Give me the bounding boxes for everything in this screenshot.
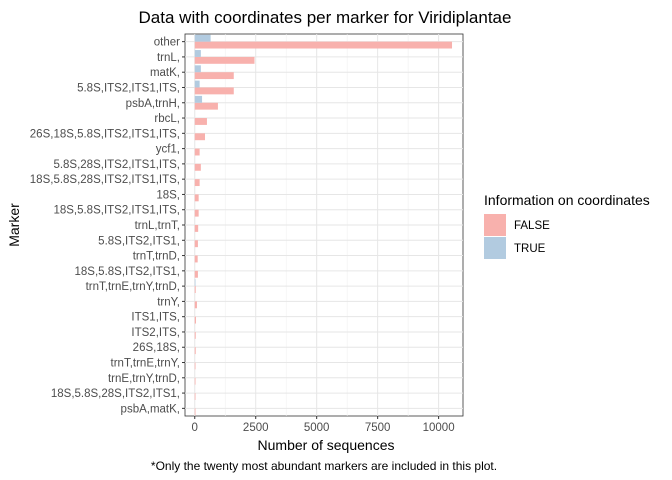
legend-label-false: FALSE [514,220,550,232]
y-tick-label: trnY, [157,296,180,308]
bar-true [194,50,201,57]
y-tick-label: ycf1, [156,144,180,156]
y-tick-label: psbA,matK, [121,403,180,415]
y-tick-label: ITS1,ITS, [131,312,180,324]
y-tick-label: 18S,5.8S,28S,ITS2,ITS1,ITS, [30,174,180,186]
bar-false [194,270,198,278]
bars [194,34,453,416]
x-tick-label: 5000 [304,422,330,434]
bar-false [194,163,201,171]
bar-false [194,347,196,355]
bar-false [194,362,196,370]
bar-true [194,95,203,103]
y-tick-label: 5.8S,ITS2,ITS1,ITS, [77,82,180,94]
chart-caption: *Only the twenty most abundant markers a… [151,459,497,473]
y-tick-label: 5.8S,ITS2,ITS1, [98,235,180,247]
y-tick-label: psbA,trnH, [126,98,180,110]
bar-false [194,102,218,110]
x-tick-label: 2500 [243,422,269,434]
legend-swatch-true [484,237,506,259]
bar-false [194,209,199,217]
x-tick-label: 0 [192,422,198,434]
bar-false [194,179,200,187]
y-tick-label: trnT,trnE,trnY,trnD, [86,281,180,293]
y-tick-label: 26S,18S,5.8S,ITS2,ITS1,ITS, [30,128,180,140]
bar-false [194,41,453,49]
bar-false [194,133,205,141]
legend-label-true: TRUE [514,243,546,255]
y-axis: other trnL, matK, 5.8S,ITS2,ITS1,ITS, psbA,t… [30,37,185,415]
bar-true [194,34,211,42]
x-tick-label: 7500 [365,422,391,434]
y-axis-title: Marker [6,203,22,247]
y-tick-label: ITS2,ITS, [131,327,180,339]
bar-false [194,408,196,416]
bar-false [194,56,255,64]
y-tick-label: 5.8S,28S,ITS2,ITS1,ITS, [53,159,180,171]
y-tick-label: 18S, [156,189,180,201]
bar-false [194,118,207,125]
y-tick-label: trnL,trnT, [135,220,180,232]
bar-true [194,65,201,73]
y-tick-label: 18S,5.8S,ITS2,ITS1,ITS, [53,205,180,217]
bar-false [194,194,199,202]
bar-false [194,72,234,80]
legend-title: Information on coordinates [484,192,650,208]
bar-false [194,316,196,324]
legend: Information on coordinates FALSE TRUE [484,192,650,259]
bar-false [194,331,196,339]
bar-false [194,301,197,309]
chart-title: Data with coordinates per marker for Vir… [139,8,512,27]
bar-false [194,240,198,248]
bar-false [194,393,196,400]
y-tick-label: other [154,37,180,49]
y-tick-label: trnT,trnE,trnY, [111,358,180,370]
y-tick-label: 18S,5.8S,28S,ITS2,ITS1, [51,388,180,400]
bar-true [194,279,196,287]
bar-true [194,80,200,88]
bar-false [194,87,234,95]
y-tick-label: trnT,trnD, [133,251,180,263]
x-axis-title: Number of sequences [258,437,395,453]
y-tick-label: rbcL, [154,113,180,125]
bar-false [194,148,200,156]
bar-false [194,225,199,232]
y-tick-label: trnE,trnY,trnD, [108,373,180,385]
y-tick-label: matK, [150,67,180,79]
bar-false [194,255,198,263]
legend-items: FALSE TRUE [484,214,550,259]
x-tick-label: 10000 [423,422,455,434]
y-tick-label: 26S,18S, [133,342,180,354]
y-tick-label: trnL, [157,52,180,64]
y-tick-label: 18S,5.8S,ITS2,ITS1, [75,266,180,278]
bar-false [194,286,196,293]
legend-swatch-false [484,214,506,236]
x-axis: 0 2500 5000 7500 10000 [192,416,455,434]
bar-false [194,377,196,385]
